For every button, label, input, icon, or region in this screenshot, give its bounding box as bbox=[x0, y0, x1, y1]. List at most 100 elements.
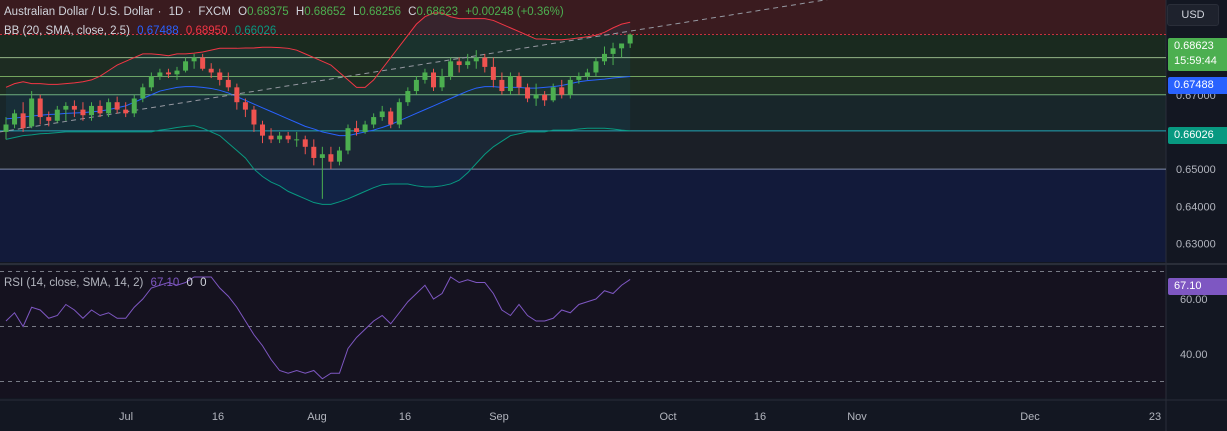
candle-body bbox=[422, 72, 428, 80]
candle-body bbox=[576, 76, 582, 80]
candle-body bbox=[131, 98, 137, 114]
candle-body bbox=[482, 57, 488, 67]
rsi-value: 67.10 bbox=[150, 277, 180, 289]
candle-body bbox=[388, 111, 394, 125]
candle-body bbox=[619, 43, 625, 49]
candle-body bbox=[584, 72, 590, 77]
candle-body bbox=[627, 34, 633, 44]
candle-body bbox=[490, 66, 496, 80]
candle-body bbox=[593, 61, 599, 73]
candle-body bbox=[260, 124, 265, 136]
candle-body bbox=[97, 105, 103, 114]
candle-body bbox=[251, 109, 257, 125]
open-label: O bbox=[238, 6, 248, 18]
candle-body bbox=[413, 79, 419, 92]
symbol-legend: Australian Dollar / U.S. Dollar · 1D · FXC… bbox=[4, 6, 564, 18]
candle-body bbox=[217, 72, 223, 80]
time-axis-label: 16 bbox=[754, 411, 766, 423]
candle-body bbox=[294, 139, 300, 141]
rsi-extra-value: 0 bbox=[200, 277, 207, 289]
candle-body bbox=[559, 87, 565, 95]
rsi-title[interactable]: RSI (14, close, SMA, 14, 2) bbox=[4, 277, 144, 289]
candle-body bbox=[302, 139, 308, 147]
bb-title[interactable]: BB (20, SMA, close, 2.5) bbox=[4, 25, 130, 37]
candle-body bbox=[123, 109, 129, 114]
candle-body bbox=[200, 57, 206, 69]
candle-body bbox=[379, 111, 385, 118]
last-price-value: 0.68623 bbox=[1174, 40, 1214, 52]
candle-body bbox=[336, 150, 342, 162]
high-label: H bbox=[295, 6, 305, 18]
open-value: 0.68375 bbox=[247, 6, 289, 18]
candle-body bbox=[567, 79, 573, 95]
candle-body bbox=[140, 87, 146, 99]
candle-body bbox=[354, 128, 360, 132]
bb-upper-line bbox=[5, 12, 631, 88]
rsi-axis-label: 60.00 bbox=[1180, 294, 1208, 306]
candle-body bbox=[431, 72, 436, 88]
candle-body bbox=[602, 53, 607, 62]
candle-body bbox=[71, 105, 77, 110]
candle-body bbox=[106, 102, 112, 114]
candle-body bbox=[114, 102, 120, 110]
candle-body bbox=[183, 61, 189, 71]
rsi-axis-label: 40.00 bbox=[1180, 349, 1208, 361]
candle-body bbox=[157, 72, 163, 77]
candle-body bbox=[234, 87, 240, 103]
candle-body bbox=[20, 113, 26, 129]
low-value: 0.68256 bbox=[359, 6, 401, 18]
candle-body bbox=[448, 61, 454, 77]
currency-button[interactable]: USD bbox=[1167, 4, 1219, 26]
candle-body bbox=[277, 135, 283, 140]
candle-body bbox=[37, 98, 43, 118]
candle-body bbox=[225, 79, 231, 88]
bb-lower-line bbox=[5, 125, 631, 205]
candle-body bbox=[174, 70, 180, 75]
rsi-pane-background bbox=[0, 266, 1166, 398]
candle-body bbox=[54, 109, 60, 121]
candle-body bbox=[165, 72, 171, 75]
low-label: L bbox=[352, 6, 360, 18]
close-value: 0.68623 bbox=[416, 6, 459, 18]
candle-body bbox=[499, 79, 505, 92]
candle-body bbox=[465, 61, 471, 66]
time-axis-label: 16 bbox=[212, 411, 224, 423]
price-axis-label: 0.63000 bbox=[1176, 238, 1216, 250]
candle-body bbox=[80, 109, 86, 116]
bb-basis-value: 0.67488 bbox=[137, 25, 179, 37]
candle-body bbox=[285, 135, 291, 140]
candle-body bbox=[148, 76, 154, 88]
candle-body bbox=[29, 98, 35, 127]
zone-fill-top bbox=[0, 0, 1166, 35]
candle-body bbox=[3, 124, 9, 132]
candle-body bbox=[242, 102, 248, 110]
candle-body bbox=[63, 105, 69, 110]
time-axis-label: 23 bbox=[1149, 411, 1161, 423]
price-axis-label: 0.64000 bbox=[1176, 201, 1216, 213]
candle-body bbox=[371, 117, 377, 125]
candle-body bbox=[208, 68, 214, 73]
candle-body bbox=[46, 117, 52, 121]
zone-fill-2 bbox=[0, 34, 1166, 58]
time-axis-label: Jul bbox=[119, 411, 133, 423]
rsi-ma-value: 0 bbox=[186, 277, 193, 289]
candle-body bbox=[89, 105, 94, 116]
candle-body bbox=[542, 94, 548, 101]
time-axis-label: Oct bbox=[659, 411, 676, 423]
candle-body bbox=[328, 154, 334, 162]
candle-body bbox=[268, 135, 274, 140]
symbol-name[interactable]: Australian Dollar / U.S. Dollar bbox=[4, 6, 154, 18]
candle-body bbox=[405, 91, 411, 103]
bb-lower-tag: 0.66026 bbox=[1168, 127, 1227, 144]
symbol-interval: 1D bbox=[168, 6, 184, 18]
rsi-legend: RSI (14, close, SMA, 14, 2) 67.10 0 0 bbox=[4, 276, 211, 290]
candle-body bbox=[345, 128, 351, 151]
high-value: 0.68652 bbox=[304, 6, 346, 18]
candle-body bbox=[396, 102, 402, 125]
time-axis-label: Dec bbox=[1020, 411, 1040, 423]
last-price-tag: 0.68623 15:59:44 bbox=[1168, 38, 1227, 71]
rsi-value-tag: 67.10 bbox=[1168, 278, 1227, 295]
candle-body bbox=[610, 48, 616, 54]
candle-body bbox=[362, 124, 368, 132]
